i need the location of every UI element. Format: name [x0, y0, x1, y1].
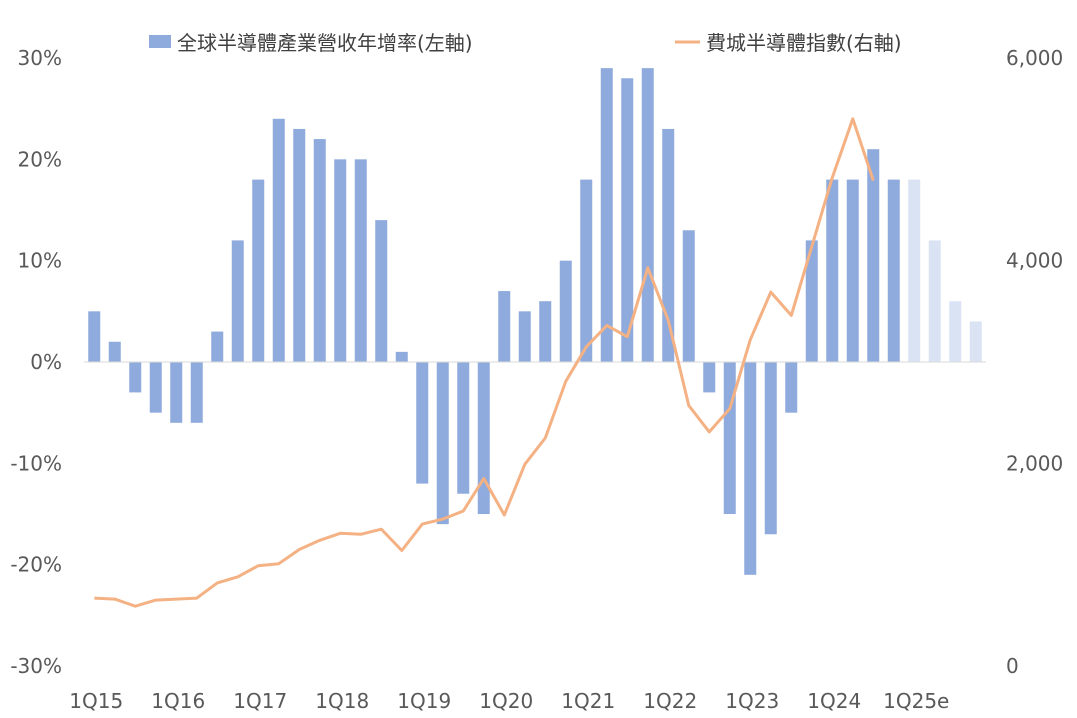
y-right-axis: 6,000 4,000 2,000 0: [1006, 46, 1063, 678]
bar: [354, 159, 367, 362]
bar: [272, 118, 285, 362]
y-right-tick-label: 6,000: [1006, 46, 1063, 70]
bar: [764, 362, 777, 535]
bar: [252, 179, 265, 362]
legend-bar-swatch: [149, 35, 171, 48]
bar: [928, 240, 941, 362]
x-tick-label: 1Q18: [315, 689, 369, 713]
bar-series: [88, 68, 982, 575]
y-left-tick-label: 10%: [18, 249, 62, 273]
bar: [416, 362, 429, 484]
bar: [785, 362, 798, 413]
bar: [867, 149, 880, 362]
bar: [846, 179, 859, 362]
x-tick-label: 1Q15: [69, 689, 123, 713]
bar: [108, 341, 121, 362]
bar: [969, 321, 982, 362]
y-left-tick-label: 0%: [30, 350, 62, 374]
bar: [744, 362, 757, 575]
y-left-axis: 30% 20% 10% 0% -10% -20% -30%: [10, 46, 62, 678]
x-tick-label: 1Q22: [643, 689, 697, 713]
y-left-tick-label: 20%: [18, 147, 62, 171]
y-right-tick-label: 0: [1006, 654, 1019, 678]
bar: [826, 179, 839, 362]
bar: [436, 362, 449, 525]
y-left-tick-label: -30%: [10, 654, 62, 678]
x-tick-label: 1Q23: [725, 689, 779, 713]
bar: [375, 220, 388, 362]
bar: [149, 362, 162, 413]
x-tick-label: 1Q24: [807, 689, 861, 713]
bar: [723, 362, 736, 514]
legend-line-label: 費城半導體指數(右軸): [706, 31, 902, 55]
bar: [313, 139, 326, 362]
y-left-tick-label: -20%: [10, 553, 62, 577]
bar: [395, 351, 408, 362]
bar: [498, 291, 511, 362]
bar: [190, 362, 203, 423]
bar: [908, 179, 921, 362]
bar: [539, 301, 552, 362]
bar: [231, 240, 244, 362]
x-tick-label: 1Q21: [561, 689, 615, 713]
bar: [129, 362, 142, 393]
bar: [457, 362, 470, 494]
bar: [805, 240, 818, 362]
bar: [334, 159, 347, 362]
bar: [949, 301, 962, 362]
bar: [170, 362, 183, 423]
bar: [88, 311, 101, 362]
bar: [559, 260, 572, 362]
x-axis: 1Q15 1Q16 1Q17 1Q18 1Q19 1Q20 1Q21 1Q22 1Q23 1Q24…: [69, 689, 949, 713]
y-right-tick-label: 4,000: [1006, 249, 1063, 273]
bar: [477, 362, 490, 514]
legend: 全球半導體產業營收年增率(左軸) 費城半導體指數(右軸): [149, 31, 902, 55]
y-left-tick-label: -10%: [10, 451, 62, 475]
bar: [600, 68, 613, 362]
bar: [580, 179, 593, 362]
x-tick-label: 1Q16: [151, 689, 205, 713]
y-left-tick-label: 30%: [18, 46, 62, 70]
bar: [293, 128, 306, 362]
line-series: [94, 117, 875, 608]
bar: [641, 68, 654, 362]
legend-bar-label: 全球半導體產業營收年增率(左軸): [177, 31, 473, 55]
x-tick-label: 1Q19: [397, 689, 451, 713]
bar: [887, 179, 900, 362]
bar: [518, 311, 531, 362]
bar: [703, 362, 716, 393]
bar: [662, 128, 675, 362]
x-tick-label: 1Q17: [233, 689, 287, 713]
bar: [211, 331, 224, 362]
y-right-tick-label: 2,000: [1006, 451, 1063, 475]
bar: [621, 78, 634, 363]
index-line: [94, 117, 875, 608]
x-tick-label: 1Q20: [479, 689, 533, 713]
bar: [682, 230, 695, 362]
x-tick-label: 1Q25e: [883, 689, 949, 713]
